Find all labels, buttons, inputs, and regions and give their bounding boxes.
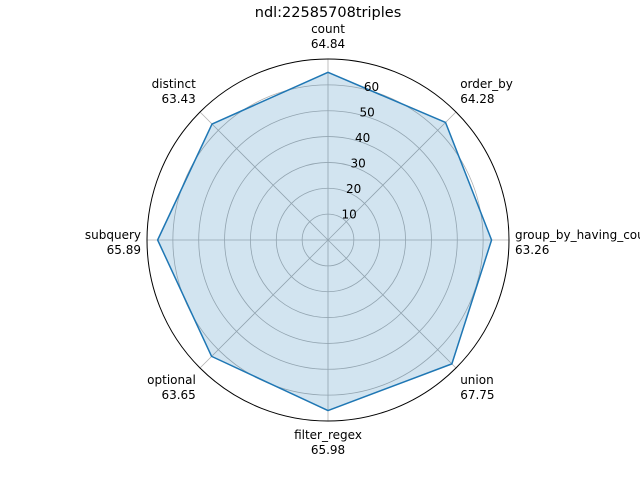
category-label: distinct [152, 77, 196, 91]
series-area [157, 72, 492, 411]
category-value-label: 63.26 [515, 243, 549, 257]
category-label: filter_regex [294, 428, 362, 442]
category-value-label: 65.89 [107, 243, 141, 257]
category-label: count [311, 22, 345, 36]
category-label: order_by [460, 77, 513, 91]
radial-tick-label: 20 [346, 182, 361, 196]
category-value-label: 64.28 [460, 92, 494, 106]
radial-tick-label: 60 [364, 80, 379, 94]
category-label: group_by_having_count_distinct [515, 228, 640, 242]
chart-title: ndl:22585708triples [255, 5, 402, 21]
category-label: subquery [85, 228, 141, 242]
radial-tick-labels: 10 20 30 40 50 60 [342, 80, 380, 221]
radial-tick-label: 10 [342, 208, 357, 222]
radial-tick-label: 50 [360, 106, 375, 120]
category-label: optional [147, 373, 196, 387]
grid-spoke [327, 111, 457, 241]
radial-grid [146, 58, 510, 422]
category-value-label: 67.75 [460, 388, 494, 402]
category-value-label: 64.84 [311, 37, 345, 51]
category-label: union [460, 373, 494, 387]
grid-spoke [327, 239, 457, 369]
category-value-label: 63.65 [161, 388, 195, 402]
outer-frame [146, 58, 510, 422]
series-layer [156, 71, 493, 412]
grid-spoke [199, 111, 329, 241]
radial-tick-label: 40 [355, 131, 370, 145]
series-line [156, 71, 493, 412]
grid-spoke [199, 239, 329, 369]
category-value-label: 63.43 [161, 92, 195, 106]
category-value-label: 65.98 [311, 443, 345, 457]
radial-tick-label: 30 [351, 157, 366, 171]
